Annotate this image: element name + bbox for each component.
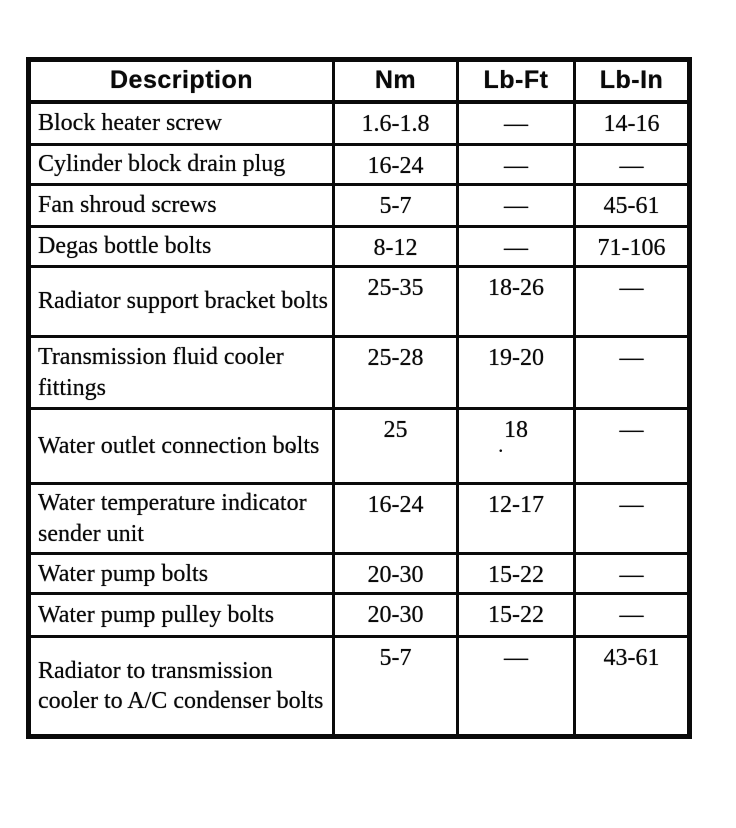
lb-in-cell: —	[573, 143, 691, 186]
table-row: Transmission fluid cooler fittings 25-28…	[27, 335, 691, 410]
lb-ft-cell: 19-20	[456, 335, 576, 410]
table-header-row: Description Nm Lb-Ft Lb-In	[27, 58, 691, 104]
lb-in-cell: —	[573, 481, 691, 556]
lb-in-cell: 71-106	[573, 225, 691, 268]
lb-in-cell: —	[573, 592, 691, 639]
header-nm: Nm	[332, 58, 459, 104]
lb-ft-cell: —	[456, 183, 576, 228]
description-cell: Degas bottle bolts	[27, 225, 335, 268]
lb-ft-cell: 15-22	[456, 592, 576, 639]
lb-ft-cell: —	[456, 143, 576, 186]
lb-in-cell: —	[573, 552, 691, 596]
scan-artifact: .	[498, 432, 504, 457]
nm-cell: 20-30	[332, 592, 459, 639]
table-row: Water pump bolts 20-30 15-22 —	[27, 552, 691, 596]
lb-ft-cell: —	[456, 225, 576, 268]
nm-cell: 25-28	[332, 335, 459, 410]
description-cell: Radiator to transmission cooler to A/C c…	[27, 635, 335, 739]
table-row: Radiator to transmission cooler to A/C c…	[27, 635, 691, 739]
lb-ft-cell: 12-17	[456, 481, 576, 556]
description-cell: Block heater screw	[27, 100, 335, 146]
lb-ft-cell: 18-26	[456, 265, 576, 338]
torque-spec-table: Description Nm Lb-Ft Lb-In Block heater …	[26, 57, 692, 740]
lb-in-cell: —	[573, 335, 691, 410]
scan-artifact: `	[288, 444, 297, 473]
description-cell: Radiator support bracket bolts	[27, 265, 335, 338]
nm-cell: 16-24	[332, 143, 459, 186]
lb-ft-cell: 15-22	[456, 552, 576, 596]
description-cell: Water pump pulley bolts	[27, 592, 335, 639]
description-cell: Water temperature indicator sender unit	[27, 481, 335, 556]
lb-in-cell: 45-61	[573, 183, 691, 228]
lb-in-cell: 43-61	[573, 635, 691, 739]
header-description: Description	[27, 58, 335, 104]
description-cell: Water outlet connection bolts	[27, 407, 335, 485]
nm-cell: 25	[332, 407, 459, 485]
description-cell: Transmission fluid cooler fittings	[27, 335, 335, 410]
nm-cell: 16-24	[332, 481, 459, 556]
table-row: Water pump pulley bolts 20-30 15-22 —	[27, 592, 691, 639]
table-row: Fan shroud screws 5-7 — 45-61	[27, 183, 691, 228]
nm-cell: 1.6-1.8	[332, 100, 459, 146]
description-cell: Fan shroud screws	[27, 183, 335, 228]
table-row: Cylinder block drain plug 16-24 — —	[27, 143, 691, 186]
header-lb-ft: Lb-Ft	[456, 58, 576, 104]
lb-in-cell: —	[573, 265, 691, 338]
lb-in-cell: 14-16	[573, 100, 691, 146]
lb-ft-cell: 18	[456, 407, 576, 485]
lb-in-cell: —	[573, 407, 691, 485]
table-row: Degas bottle bolts 8-12 — 71-106	[27, 225, 691, 268]
table-row: Water outlet connection bolts 25 18 —	[27, 407, 691, 485]
nm-cell: 25-35	[332, 265, 459, 338]
lb-ft-cell: —	[456, 635, 576, 739]
lb-ft-cell: —	[456, 100, 576, 146]
table-row: Block heater screw 1.6-1.8 — 14-16	[27, 100, 691, 146]
header-lb-in: Lb-In	[573, 58, 691, 104]
nm-cell: 5-7	[332, 183, 459, 228]
nm-cell: 20-30	[332, 552, 459, 596]
table-row: Water temperature indicator sender unit …	[27, 481, 691, 556]
description-cell: Water pump bolts	[27, 552, 335, 596]
nm-cell: 8-12	[332, 225, 459, 268]
nm-cell: 5-7	[332, 635, 459, 739]
table-row: Radiator support bracket bolts 25-35 18-…	[27, 265, 691, 338]
description-cell: Cylinder block drain plug	[27, 143, 335, 186]
